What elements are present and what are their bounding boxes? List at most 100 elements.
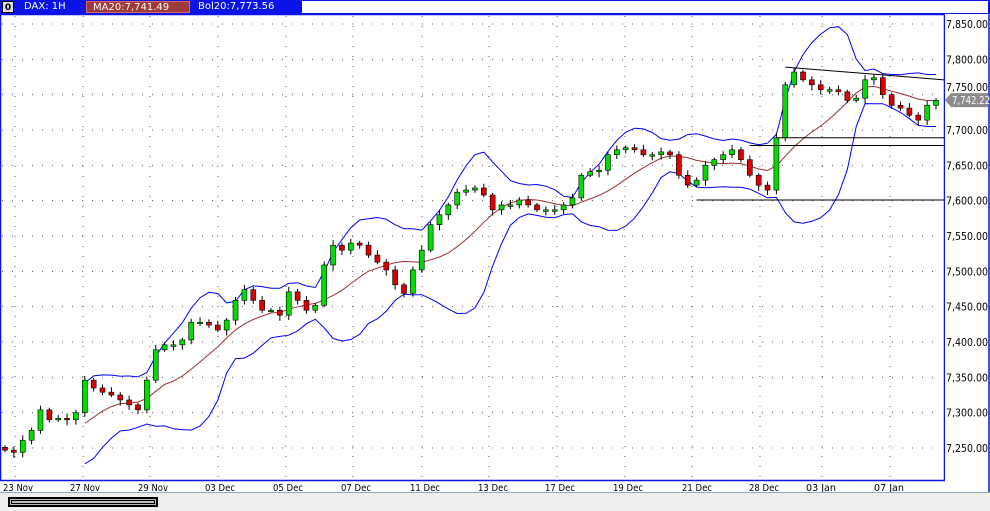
candle-body xyxy=(365,244,372,256)
candle-body xyxy=(374,254,381,263)
candle-body xyxy=(215,324,221,331)
candle-body xyxy=(631,147,638,151)
candle-body xyxy=(498,204,505,211)
candle-body xyxy=(418,249,425,271)
candle-body xyxy=(82,379,88,413)
candle-body xyxy=(232,300,239,321)
scrollbar-thumb[interactable] xyxy=(8,497,158,507)
chart-menu-button[interactable]: 0 xyxy=(2,1,14,13)
candle-body xyxy=(170,344,177,347)
candle-body xyxy=(126,399,132,406)
x-tick-label: 21 Dec xyxy=(682,483,712,492)
candle-body xyxy=(534,204,540,211)
candle-body xyxy=(436,214,443,226)
candle-body xyxy=(817,84,824,91)
y-tick-label: 7,300.00 xyxy=(946,407,988,420)
candle-body xyxy=(516,199,523,206)
candle-body xyxy=(764,184,771,191)
candle-body xyxy=(551,209,558,212)
candle-body xyxy=(206,321,212,326)
candle-body xyxy=(90,379,97,389)
candle-body xyxy=(543,209,549,212)
candle-body xyxy=(250,289,257,301)
candle-body xyxy=(560,204,567,211)
candle-body xyxy=(392,269,398,286)
candle-body xyxy=(312,304,319,311)
candle-body xyxy=(791,71,797,86)
candle-body xyxy=(755,174,762,186)
candle-body xyxy=(826,89,833,92)
y-tick-label: 7,550.00 xyxy=(946,230,988,243)
candle-body xyxy=(55,418,62,421)
candle-body xyxy=(135,404,141,411)
candle-body xyxy=(605,154,611,171)
horizontal-scrollbar[interactable] xyxy=(0,492,990,511)
candle-body xyxy=(277,309,283,316)
x-tick-label: 27 Nov xyxy=(70,483,100,492)
candle-body xyxy=(746,159,753,176)
ma20-indicator-label[interactable]: MA20:7,741.49 xyxy=(86,1,190,13)
candle-body xyxy=(2,447,8,451)
candle-body xyxy=(294,291,301,301)
candle-body xyxy=(46,409,53,421)
candle-body xyxy=(879,77,886,95)
candle-body xyxy=(897,104,904,109)
candle-body xyxy=(809,79,815,86)
candle-body xyxy=(578,174,585,199)
candle-body xyxy=(339,244,345,251)
y-tick-label: 7,800.00 xyxy=(946,53,988,66)
candle-body xyxy=(782,84,789,139)
candle-body xyxy=(347,242,354,251)
candle-body xyxy=(321,264,328,306)
candle-body xyxy=(569,197,576,206)
candle-body xyxy=(197,321,203,325)
x-tick-label: 03 Jan xyxy=(806,483,836,492)
candle-body xyxy=(711,159,718,166)
bollinger-indicator-label[interactable]: Bol20:7,773.56 xyxy=(198,1,275,12)
x-tick-label: 28 Dec xyxy=(749,483,779,492)
chart-header-bar: 0 DAX: 1H MA20:7,741.49 Bol20:7,773.56 xyxy=(0,0,990,14)
candle-body xyxy=(862,79,868,99)
candle-body xyxy=(241,289,248,301)
candle-body xyxy=(401,284,407,294)
candle-body xyxy=(676,154,682,176)
y-tick-label: 7,250.00 xyxy=(946,442,988,455)
candle-body xyxy=(844,91,851,101)
y-tick-label: 7,650.00 xyxy=(946,159,988,172)
x-tick-label: 13 Dec xyxy=(478,483,508,492)
x-tick-label: 03 Dec xyxy=(205,483,235,492)
x-tick-label: 23 Nov xyxy=(3,483,33,492)
y-tick-label: 7,350.00 xyxy=(946,371,988,384)
candle-body xyxy=(268,309,274,313)
candle-body xyxy=(117,394,124,401)
candle-body xyxy=(99,387,106,393)
candle-body xyxy=(729,149,735,156)
candle-body xyxy=(489,194,496,211)
candle-body xyxy=(108,391,115,396)
candle-body xyxy=(888,94,895,106)
x-tick-label: 11 Dec xyxy=(410,483,440,492)
trend-line xyxy=(785,66,945,81)
candle-body xyxy=(410,269,416,294)
candle-body xyxy=(800,71,806,81)
candle-body xyxy=(463,189,469,193)
candle-body xyxy=(188,321,194,341)
last-price-label: 7,742.22 xyxy=(952,94,990,107)
bollinger-lower-band xyxy=(84,103,936,465)
candle-body xyxy=(596,169,602,173)
candle-body xyxy=(587,171,594,176)
candle-body xyxy=(223,319,230,331)
last-price-tag xyxy=(945,93,988,108)
y-tick-label: 7,450.00 xyxy=(946,301,988,314)
y-tick-label: 7,750.00 xyxy=(946,81,988,94)
x-tick-label: 07 Dec xyxy=(341,483,371,492)
y-tick-label: 7,850.00 xyxy=(946,18,988,31)
candle-body xyxy=(658,151,664,156)
candle-body xyxy=(613,149,620,156)
candle-body xyxy=(684,174,691,186)
y-tick-label: 7,400.00 xyxy=(946,336,988,349)
x-tick-label: 05 Dec xyxy=(273,483,303,492)
candle-body xyxy=(19,439,26,453)
symbol-label: DAX: 1H xyxy=(24,1,66,12)
x-tick-label: 29 Nov xyxy=(138,483,168,492)
